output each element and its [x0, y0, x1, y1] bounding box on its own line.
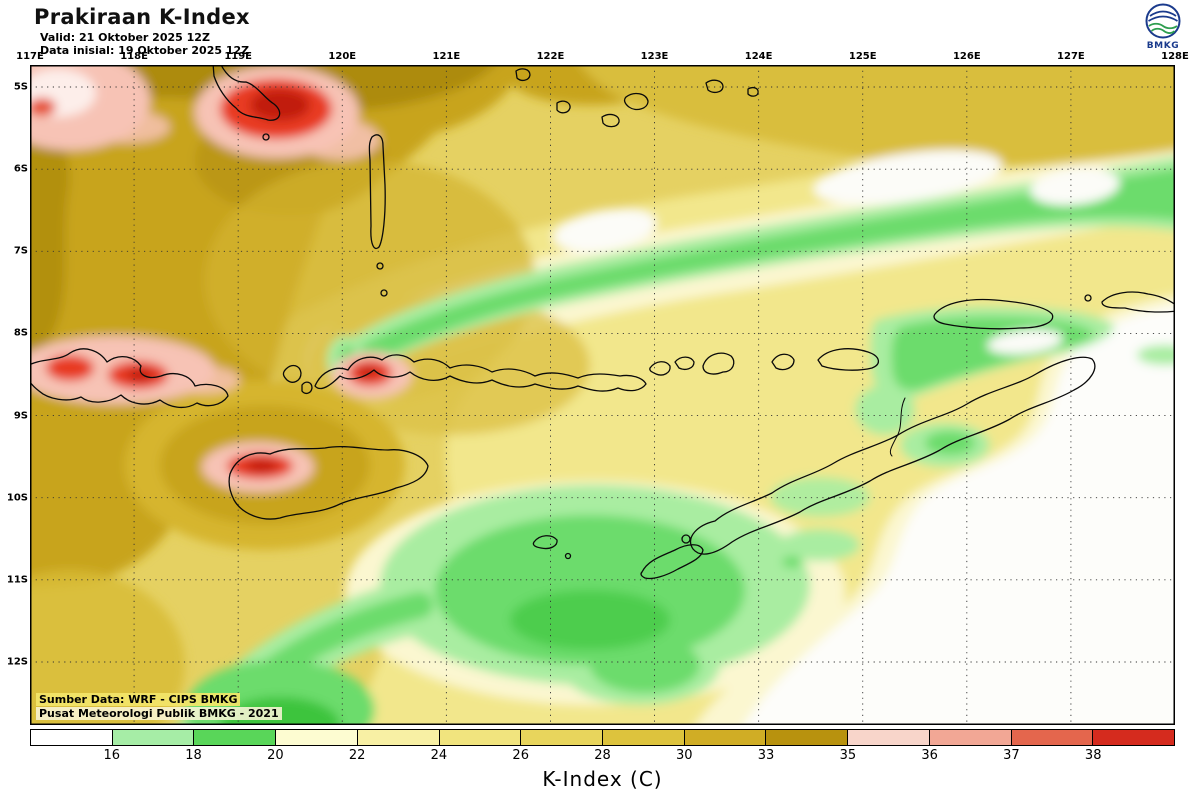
lat-tick-label: 7S [13, 245, 28, 257]
lon-tick-label: 118E [120, 51, 148, 62]
colorbar-segment [848, 730, 930, 745]
colorbar-tick-label: 38 [1084, 748, 1102, 763]
map-frame [30, 65, 1175, 725]
lon-tick-label: 123E [640, 51, 669, 62]
map-panel: Sumber Data: WRF - CIPS BMKG Pusat Meteo… [30, 65, 1175, 725]
contour-field [30, 65, 1175, 725]
map-canvas [30, 65, 1175, 725]
publisher-label: Pusat Meteorologi Publik BMKG - 2021 [36, 707, 282, 720]
initial-time-label: Data inisial: 19 Oktober 2025 12Z [37, 44, 253, 57]
colorbar-segment [31, 730, 113, 745]
colorbar-segment [929, 730, 1012, 745]
colorbar-tick-label: 20 [267, 748, 284, 763]
colorbar-segment [521, 730, 604, 745]
colorbar-tick-label: 33 [757, 748, 775, 763]
colorbar-segment [194, 730, 277, 745]
valid-time-label: Valid: 21 Oktober 2025 12Z [37, 31, 213, 44]
colorbar-tick-label: 37 [1003, 748, 1020, 763]
lon-tick-label: 117E [16, 51, 44, 62]
island-alor [817, 348, 879, 371]
lat-tick-label: 11S [6, 574, 28, 586]
timor-border-line [889, 397, 906, 457]
colorbar-tick-label: 36 [921, 748, 938, 763]
source-data-label: Sumber Data: WRF - CIPS BMKG [36, 693, 241, 706]
lon-tick-label: 119E [224, 51, 253, 62]
lon-tick-label: 124E [744, 51, 773, 62]
colorbar [30, 729, 1175, 746]
lat-tick-label: 10S [6, 492, 28, 504]
bmkg-logo: BMKG [1138, 2, 1188, 51]
lon-tick-label: 122E [536, 51, 565, 62]
page-title: Prakiraan K-Index [34, 5, 250, 29]
colorbar-segment [1011, 730, 1094, 745]
lon-tick-label: 128E [1161, 51, 1189, 62]
lon-tick-label: 125E [848, 51, 877, 62]
colorbar-segment [766, 730, 849, 745]
colorbar-segment [1093, 730, 1175, 745]
colorbar-tick-label: 18 [185, 748, 202, 763]
colorbar-segment [684, 730, 767, 745]
island-sumba [228, 445, 429, 520]
island-sabu [532, 535, 558, 550]
lat-tick-label: 8S [13, 327, 28, 339]
island-timor [690, 356, 1096, 555]
lon-tick-label: 121E [432, 51, 461, 62]
colorbar-segment [276, 730, 358, 745]
lat-tick-label: 6S [13, 163, 28, 175]
island-rote [640, 544, 704, 580]
coastlines [30, 65, 1175, 580]
colorbar-tick-label: 35 [839, 748, 857, 763]
colorbar-tick-label: 22 [348, 748, 366, 763]
island-selayar [368, 134, 386, 250]
island-wetar [933, 298, 1054, 330]
colorbar-segment [357, 730, 440, 745]
coast-sulawesi-tip [212, 65, 281, 121]
lat-tick-label: 5S [13, 81, 28, 93]
colorbar-tick-label: 16 [103, 748, 121, 763]
island-flores [314, 354, 647, 392]
lat-tick-label: 9S [13, 410, 28, 422]
colorbar-axis-label: K-Index (C) [542, 767, 663, 791]
colorbar-segment [112, 730, 195, 745]
colorbar-segment [439, 730, 522, 745]
bmkg-logo-icon [1145, 3, 1181, 39]
colorbar-segment [603, 730, 685, 745]
lon-tick-label: 120E [328, 51, 357, 62]
colorbar-tick-label: 26 [512, 748, 529, 763]
colorbar-tick-label: 28 [594, 748, 611, 763]
colorbar-tick-label: 30 [676, 748, 693, 763]
lat-tick-label: 12S [6, 656, 28, 668]
lon-tick-label: 126E [952, 51, 981, 62]
colorbar-tick-label: 24 [430, 748, 448, 763]
island-sumbawa [30, 348, 229, 409]
bmkg-logo-text: BMKG [1146, 41, 1180, 51]
lon-tick-label: 127E [1057, 51, 1085, 62]
